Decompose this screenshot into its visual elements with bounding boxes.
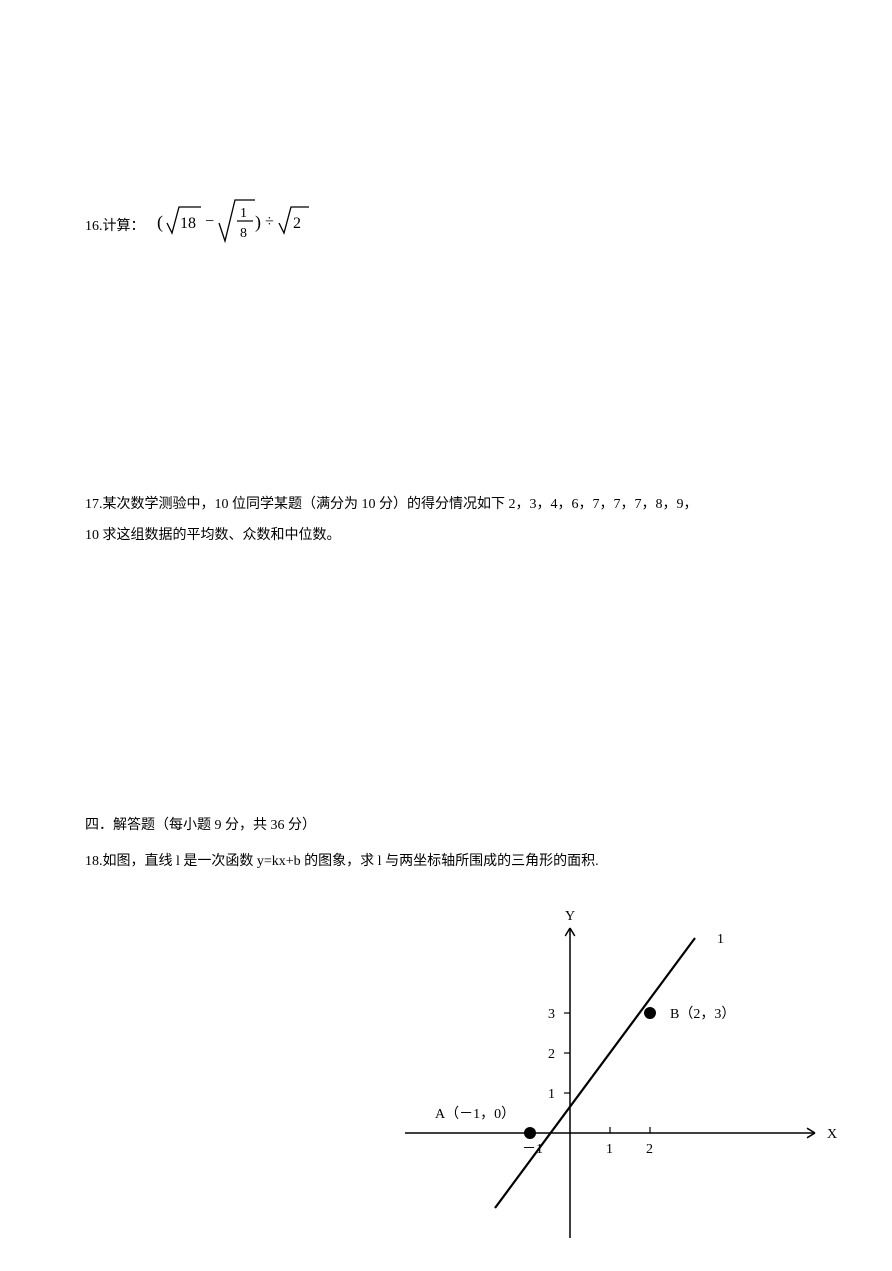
svg-text:18: 18 bbox=[180, 215, 196, 232]
q17-line1: 17.某次数学测验中，10 位同学某题（满分为 10 分）的得分情况如下 2，3… bbox=[85, 490, 807, 521]
section-4-title: 四．解答题（每小题 9 分，共 36 分） bbox=[85, 811, 807, 842]
svg-text:8: 8 bbox=[240, 226, 247, 241]
svg-text:1: 1 bbox=[717, 932, 724, 947]
question-17: 17.某次数学测验中，10 位同学某题（满分为 10 分）的得分情况如下 2，3… bbox=[85, 490, 807, 552]
svg-text:2: 2 bbox=[293, 215, 301, 232]
q17-line2: 10 求这组数据的平均数、众数和中位数。 bbox=[85, 521, 807, 552]
svg-text:3: 3 bbox=[548, 1007, 555, 1022]
question-16: 16.计算： ( 18 − 1 8 ) ÷ bbox=[85, 195, 807, 260]
svg-text:Y: Y bbox=[565, 909, 575, 924]
question-18-text: 18.如图，直线 l 是一次函数 y=kx+b 的图象，求 l 与两坐标轴所围成… bbox=[85, 847, 807, 878]
page-content: 16.计算： ( 18 − 1 8 ) ÷ bbox=[0, 0, 892, 1258]
svg-text:1: 1 bbox=[606, 1142, 613, 1157]
svg-text:2: 2 bbox=[548, 1047, 555, 1062]
svg-text:A（－1，0）: A（－1，0） bbox=[435, 1106, 515, 1122]
svg-text:1: 1 bbox=[548, 1087, 555, 1102]
svg-text:÷: ÷ bbox=[265, 213, 274, 230]
q16-label: 16.计算： bbox=[85, 212, 145, 243]
svg-text:(: ( bbox=[157, 212, 163, 233]
svg-text:－1: －1 bbox=[522, 1142, 543, 1157]
svg-text:): ) bbox=[255, 212, 261, 233]
svg-text:2: 2 bbox=[646, 1142, 653, 1157]
q18-chart: 1 2 3 1 2 －1 Y X 1 A（－1，0） B（2，3） bbox=[385, 908, 855, 1258]
q16-formula: ( 18 − 1 8 ) ÷ 2 bbox=[155, 195, 325, 260]
svg-text:1: 1 bbox=[240, 206, 247, 221]
svg-text:X: X bbox=[827, 1127, 837, 1142]
svg-text:B（2，3）: B（2，3） bbox=[670, 1006, 735, 1022]
svg-text:−: − bbox=[205, 213, 214, 230]
